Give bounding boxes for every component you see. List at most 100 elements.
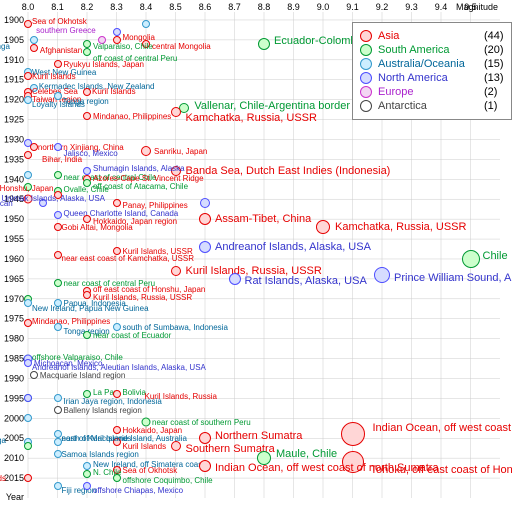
event-point	[113, 426, 121, 434]
event-point	[374, 267, 390, 283]
event-label: Indian Ocean, off west coast of north Su…	[215, 464, 439, 473]
event-point	[54, 482, 62, 490]
svg-text:1980: 1980	[4, 334, 24, 344]
event-label: Sea of Okhotsk	[123, 466, 178, 475]
svg-text:9.3: 9.3	[405, 2, 418, 12]
event-point	[258, 38, 270, 50]
event-label: Tonga	[0, 436, 6, 445]
legend-count: (15)	[484, 58, 504, 70]
event-label: Mongolia	[123, 33, 155, 42]
event-point	[24, 442, 32, 450]
event-point	[54, 323, 62, 331]
event-point	[24, 414, 32, 422]
event-point	[30, 143, 38, 151]
event-point	[24, 394, 32, 402]
event-label: Rat Islands, Alaska, USA	[245, 277, 367, 286]
event-point	[83, 482, 91, 490]
event-point	[113, 323, 121, 331]
event-label: Mindanao, Philippines	[93, 112, 171, 121]
event-point	[199, 241, 211, 253]
svg-text:1995: 1995	[4, 393, 24, 403]
event-label: Macquarie Island region	[40, 371, 125, 380]
svg-text:1930: 1930	[4, 134, 24, 144]
event-point	[54, 171, 62, 179]
svg-text:Magnitude: Magnitude	[456, 2, 498, 12]
event-point	[462, 250, 480, 268]
event-point	[54, 251, 62, 259]
legend-label: Australia/Oceania	[378, 58, 478, 70]
event-point	[83, 331, 91, 339]
svg-text:1965: 1965	[4, 274, 24, 284]
event-point	[24, 299, 32, 307]
svg-text:1985: 1985	[4, 354, 24, 364]
svg-text:1910: 1910	[4, 55, 24, 65]
event-point	[54, 211, 62, 219]
legend-count: (13)	[484, 72, 504, 84]
svg-text:8.9: 8.9	[287, 2, 300, 12]
legend-row: Antarctica(1)	[360, 100, 504, 112]
svg-text:8.0: 8.0	[22, 2, 35, 12]
legend-label: Asia	[378, 30, 478, 42]
legend-label: North America	[378, 72, 478, 84]
event-point	[24, 96, 32, 104]
event-label: Banda Sea, Dutch East Indies (Indonesia)	[186, 167, 391, 176]
event-label: Kuril Islands	[92, 87, 136, 96]
event-point	[113, 28, 121, 36]
event-point	[229, 273, 241, 285]
event-label: Afghanistan	[40, 46, 82, 55]
event-point	[24, 474, 32, 482]
event-label: Sanriku, Japan	[154, 147, 207, 156]
event-point	[142, 20, 150, 28]
event-label: Loyalty Islands	[32, 100, 85, 109]
legend-dot	[360, 58, 372, 70]
event-point	[199, 460, 211, 472]
event-label: Vallenar, Chile-Argentina border	[194, 102, 350, 111]
event-label: Fiji region	[62, 486, 97, 495]
legend-dot	[360, 44, 372, 56]
legend-count: (1)	[484, 100, 497, 112]
legend-label: Europe	[378, 86, 478, 98]
legend-row: South America(20)	[360, 44, 504, 56]
event-label: Ovalle, Chile	[64, 185, 109, 194]
event-label: Lata, Solomon Islands	[0, 474, 6, 483]
svg-text:9.0: 9.0	[317, 2, 330, 12]
event-point	[54, 279, 62, 287]
event-label: Bihar, India	[42, 155, 82, 164]
event-point	[83, 88, 91, 96]
event-label: southern Greece	[36, 26, 96, 35]
event-point	[30, 44, 38, 52]
svg-text:1935: 1935	[4, 154, 24, 164]
svg-text:9.2: 9.2	[376, 2, 389, 12]
event-point	[24, 20, 32, 28]
svg-text:1940: 1940	[4, 174, 24, 184]
event-point	[113, 474, 121, 482]
event-label: east of Kuril Islands	[62, 434, 132, 443]
svg-text:8.1: 8.1	[51, 2, 64, 12]
event-label: Chile	[483, 252, 508, 261]
legend-dot	[360, 86, 372, 98]
event-label: New Ireland, Papua New Guinea	[32, 304, 149, 313]
event-point	[83, 40, 91, 48]
svg-text:8.6: 8.6	[199, 2, 212, 12]
event-point	[316, 220, 330, 234]
svg-text:2010: 2010	[4, 453, 24, 463]
svg-text:1990: 1990	[4, 373, 24, 383]
event-label: offshore Chiapas, Mexico	[93, 486, 183, 495]
legend-label: South America	[378, 44, 478, 56]
svg-text:9.1: 9.1	[346, 2, 359, 12]
event-point	[24, 359, 32, 367]
svg-text:2015: 2015	[4, 473, 24, 483]
legend-row: North America (13)	[360, 72, 504, 84]
event-point	[54, 430, 62, 438]
event-point	[200, 198, 210, 208]
event-label: Unimak Islands, Alaska, USA	[1, 194, 105, 203]
svg-text:1975: 1975	[4, 314, 24, 324]
event-label: central Mongolia	[152, 42, 211, 51]
event-point	[171, 441, 181, 451]
legend-row: Europe(2)	[360, 86, 504, 98]
svg-text:8.3: 8.3	[110, 2, 123, 12]
svg-text:1900: 1900	[4, 15, 24, 25]
svg-text:2000: 2000	[4, 413, 24, 423]
event-point	[54, 450, 62, 458]
legend-dot	[360, 100, 372, 112]
